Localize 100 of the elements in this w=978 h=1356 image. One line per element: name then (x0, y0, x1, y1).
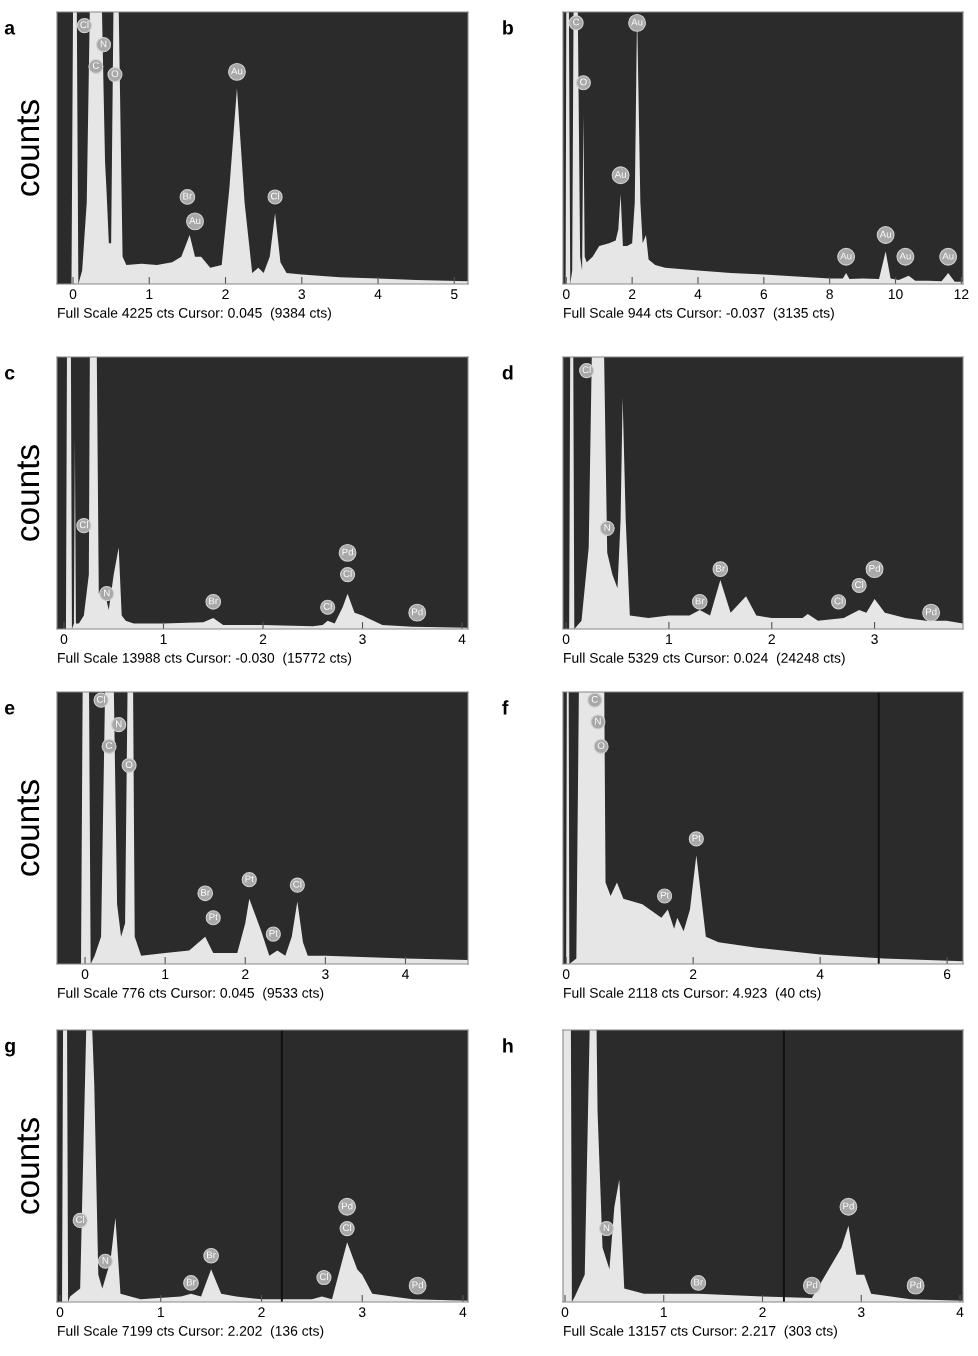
annotation: Cl (96, 695, 105, 703)
annotation: Br (201, 889, 210, 896)
x-tick-label: 1 (160, 634, 167, 644)
chart-title: e (4, 703, 15, 715)
chart-title: g (5, 1041, 15, 1057)
x-tick-label: 2 (690, 969, 697, 979)
chart-title: b (503, 20, 513, 35)
annotation: Br (209, 597, 218, 605)
x-tick-label: 0 (562, 634, 570, 645)
text: Full Scale 13157 cts Cursor: 2.217 (303 cts) (564, 1325, 837, 1339)
annotation: Pd (342, 548, 353, 556)
annotation: N (100, 40, 107, 48)
annotation: Pd (412, 608, 423, 616)
y-axis-title: counts (17, 780, 40, 876)
text: Full Scale 13988 cts Cursor: -0.030 (15772 cts) (58, 652, 352, 666)
x-tick-label: 3 (359, 634, 366, 645)
annotation: Au (231, 67, 243, 75)
chart-title: h (503, 1038, 513, 1053)
x-tick-label: 0 (562, 289, 570, 300)
text: Full Scale 2118 cts Cursor: 4.923 (40 cts) (564, 987, 821, 1001)
y-axis-title: counts (17, 1118, 40, 1214)
annotation: Cl (293, 880, 302, 888)
annotation: C (92, 62, 100, 70)
x-tick-label: 2 (628, 289, 636, 299)
annotation: Au (899, 252, 911, 260)
annotation: Cl (582, 366, 591, 374)
annotation: Pd (910, 1281, 921, 1289)
text: Full Scale 5329 cts Cursor: 0.024 (24248 cts) (564, 652, 845, 666)
x-tick-label: 1 (162, 969, 169, 979)
x-tick-label: 0 (56, 1307, 64, 1318)
annotation: C (591, 695, 598, 703)
annotation: Pd (869, 564, 880, 572)
annotation: Cl (80, 21, 89, 29)
x-tick-label: 8 (826, 289, 833, 300)
annotation: Pd (806, 1281, 818, 1289)
annotation: Pd (843, 1202, 854, 1210)
annotation: Pd (925, 608, 937, 616)
annotation: C (106, 742, 113, 750)
annotation: N (115, 720, 122, 728)
annotation: N (104, 589, 110, 597)
chart-title: f (502, 700, 509, 715)
x-tick-label: 0 (69, 289, 77, 300)
x-tick-label: 4 (374, 289, 382, 299)
annotation: Br (716, 564, 726, 572)
x-tick-label: 2 (258, 1307, 265, 1317)
annotation: Pd (341, 1202, 353, 1210)
annotation: Cl (323, 602, 332, 610)
annotation: Cl (343, 1224, 352, 1232)
y-axis-title: counts (17, 445, 40, 541)
annotation: Cl (343, 570, 352, 578)
x-tick-label: 5 (450, 289, 458, 300)
annotation: Cl (834, 597, 843, 605)
x-tick-label: 3 (871, 634, 878, 645)
annotation: N (604, 524, 610, 531)
annotation: Au (189, 217, 201, 225)
annotation: N (595, 717, 601, 725)
annotation: O (580, 78, 587, 86)
annotation: Cl (855, 580, 864, 589)
annotation: Au (614, 171, 626, 178)
x-tick-label: 4 (694, 289, 702, 299)
text: Full Scale 944 cts Cursor: -0.037 (3135 cts) (564, 307, 834, 321)
chart-title: d (502, 365, 513, 380)
x-tick-label: 4 (956, 1307, 964, 1317)
annotation: Pt (660, 891, 670, 899)
annotation: Au (631, 18, 643, 26)
annotation: Cl (79, 521, 88, 529)
annotation: Br (695, 597, 705, 605)
y-axis-title: counts (17, 100, 40, 196)
annotation: Br (186, 1278, 196, 1286)
chart-title: a (4, 23, 16, 35)
x-tick-label: 3 (298, 289, 306, 300)
x-tick-label: 10 (888, 289, 903, 300)
annotation: Au (879, 230, 891, 238)
x-tick-label: 0 (60, 634, 68, 645)
x-tick-label: 2 (222, 289, 229, 299)
x-tick-label: 3 (322, 969, 329, 980)
annotation: Pt (245, 875, 254, 883)
annotation: Au (942, 252, 954, 260)
annotation: O (111, 70, 119, 78)
annotation: Br (183, 192, 193, 200)
x-tick-label: 3 (358, 1307, 366, 1318)
annotation: C (573, 18, 580, 26)
x-tick-label: 4 (459, 1307, 467, 1317)
x-tick-label: 6 (760, 289, 768, 300)
x-tick-label: 2 (759, 1307, 766, 1317)
annotation: Br (207, 1251, 216, 1259)
x-tick-label: 2 (768, 634, 775, 644)
x-tick-label: 4 (816, 969, 824, 979)
x-tick-label: 0 (81, 969, 89, 980)
x-tick-label: 0 (562, 969, 570, 980)
x-tick-label: 0 (561, 1307, 569, 1318)
text: Full Scale 7199 cts Cursor: 2.202 (136 cts) (58, 1325, 324, 1339)
annotation: Pt (692, 834, 701, 842)
annotation: Br (694, 1278, 704, 1286)
annotation: Pd (412, 1281, 423, 1289)
chart-title: c (4, 368, 15, 380)
annotation: O (125, 761, 133, 769)
text: Full Scale 776 cts Cursor: 0.045 (9533 cts) (58, 987, 324, 1001)
x-tick-label: 1 (157, 1307, 164, 1317)
annotation: Pt (269, 929, 278, 937)
